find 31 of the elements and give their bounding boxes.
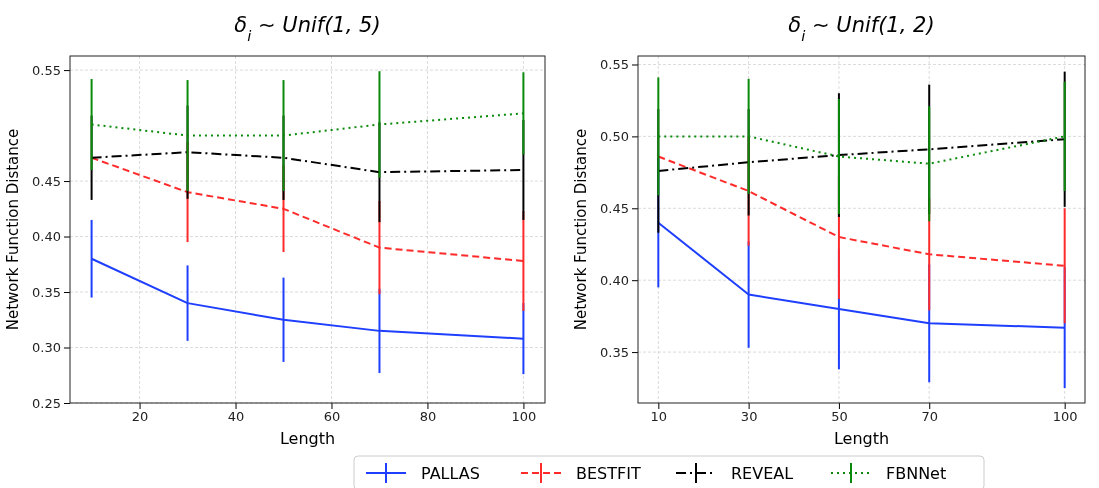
chart-title: δ$_{i}$ ∼ Unif(1, 5) bbox=[234, 13, 381, 44]
y-tick-label: 0.45 bbox=[32, 173, 61, 189]
legend-label: FBNNet bbox=[886, 464, 947, 483]
x-tick-label: 10 bbox=[650, 409, 668, 425]
y-axis-title: Network Function Distance bbox=[572, 128, 590, 331]
legend-label: PALLAS bbox=[421, 464, 480, 483]
legend-label: REVEAL bbox=[731, 464, 794, 483]
x-tick-label: 20 bbox=[131, 409, 149, 425]
y-tick-label: 0.50 bbox=[600, 129, 629, 145]
y-axis-title: Network Function Distance bbox=[4, 128, 22, 331]
chart-title: δ$_{i}$ ∼ Unif(1, 2) bbox=[788, 13, 935, 44]
x-tick-label: 30 bbox=[740, 409, 758, 425]
x-tick-label: 40 bbox=[227, 409, 245, 425]
y-tick-label: 0.45 bbox=[600, 200, 629, 216]
legend-label: BESTFIT bbox=[576, 464, 641, 483]
y-tick-label: 0.40 bbox=[600, 272, 629, 288]
y-tick-label: 0.55 bbox=[32, 62, 61, 78]
x-tick-label: 80 bbox=[419, 409, 437, 425]
y-tick-label: 0.25 bbox=[32, 395, 61, 411]
x-tick-label: 100 bbox=[511, 409, 537, 425]
x-tick-label: 70 bbox=[921, 409, 938, 425]
y-tick-label: 0.30 bbox=[32, 340, 61, 356]
x-tick-label: 50 bbox=[831, 409, 848, 425]
x-axis-title: Length bbox=[279, 429, 336, 448]
x-tick-label: 100 bbox=[1052, 409, 1078, 425]
x-axis-title: Length bbox=[833, 429, 890, 448]
x-tick-label: 60 bbox=[323, 409, 341, 425]
y-tick-label: 0.40 bbox=[32, 229, 61, 245]
y-tick-label: 0.35 bbox=[600, 344, 629, 360]
y-tick-label: 0.35 bbox=[32, 284, 61, 300]
y-tick-label: 0.55 bbox=[600, 57, 629, 73]
